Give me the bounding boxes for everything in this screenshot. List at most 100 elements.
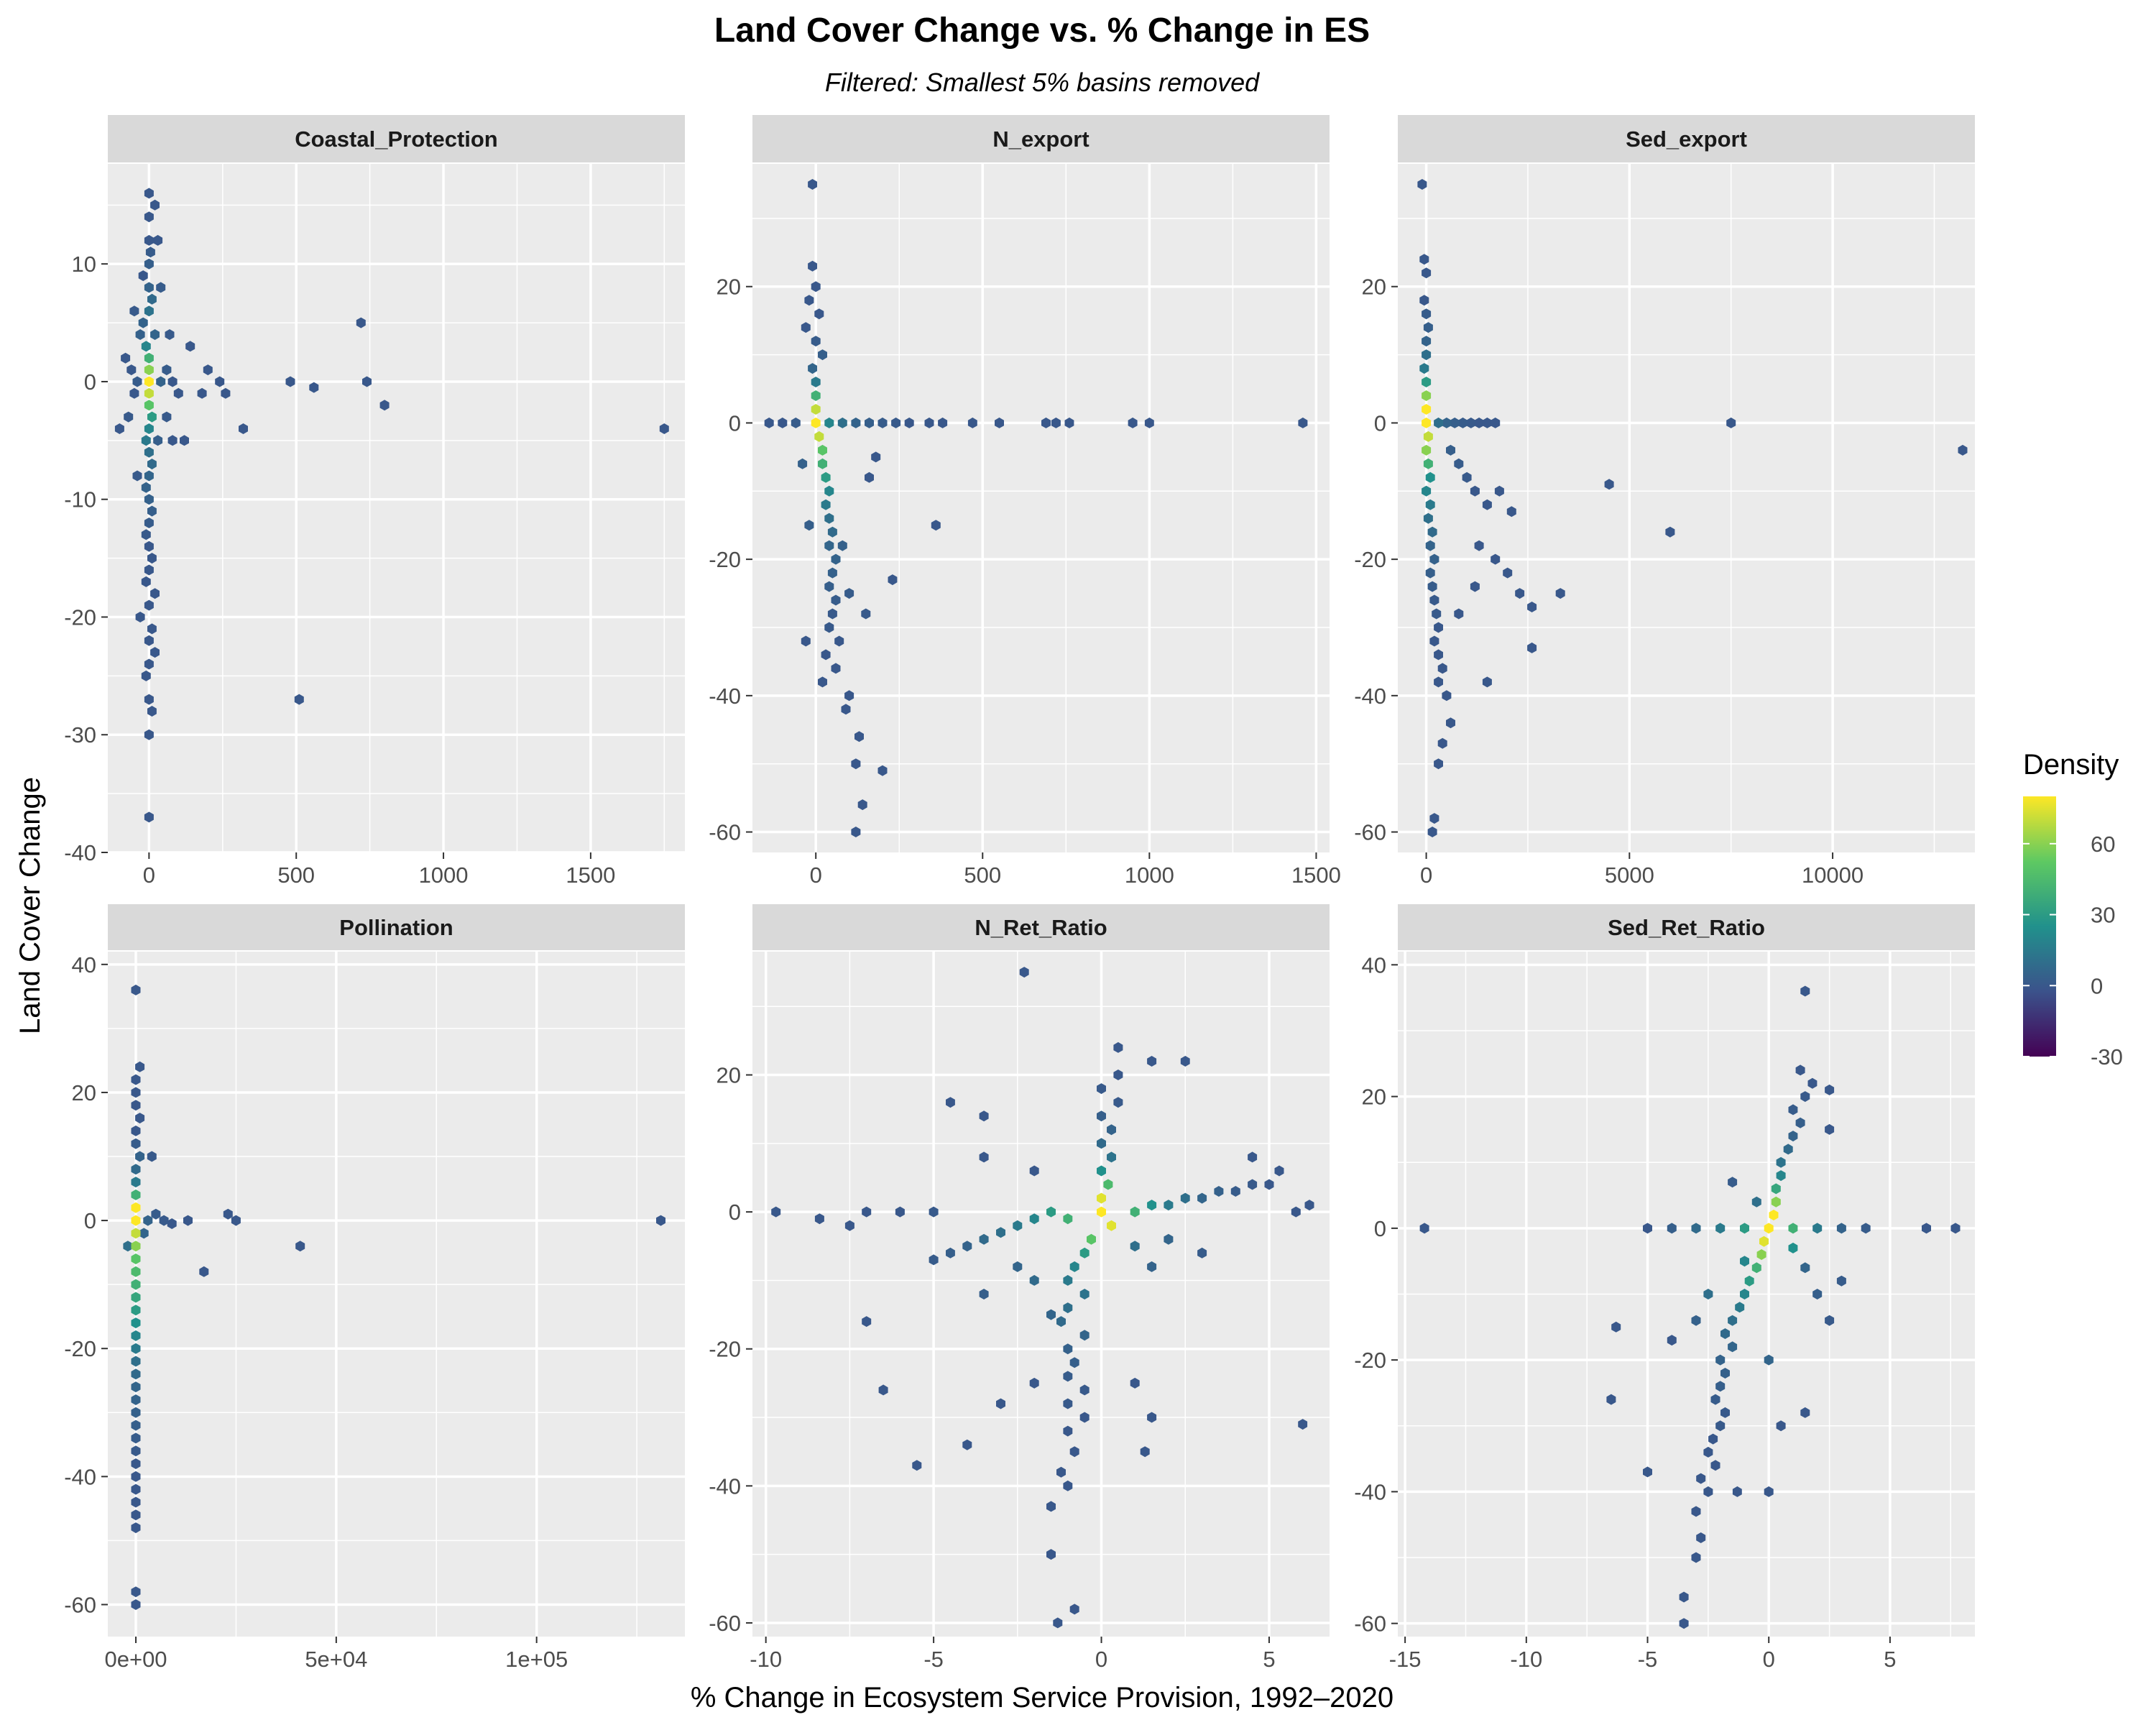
y-tick-label: 40 (72, 952, 96, 978)
hexbin-cell (153, 234, 163, 246)
facet-label: N_Ret_Ratio (975, 915, 1107, 940)
hexbin-cell (1732, 1486, 1742, 1497)
hexbin-cell (791, 417, 801, 428)
hexbin-cell (1691, 1552, 1701, 1563)
hexbin-cell (1728, 1315, 1738, 1326)
facet-panel-n-export: N_export 0 500 1000 1500 20 0 -20 -40 -60 (709, 115, 1341, 888)
hexbin-cell (871, 451, 881, 463)
x-tick-label: 0e+00 (104, 1647, 167, 1672)
hexbin-cell (131, 1266, 141, 1277)
hexbin-cell (1130, 1377, 1140, 1389)
hexbin-cell (1825, 1084, 1835, 1095)
hexbin-cell (1696, 1532, 1706, 1543)
hexbin-cell (131, 1228, 141, 1239)
hexbin-cell (1759, 1236, 1769, 1247)
hexbin-cell (811, 377, 821, 387)
x-tick-label: 5e+04 (305, 1647, 367, 1672)
hexbin-cell (1422, 404, 1432, 415)
hexbin-cell (1703, 1446, 1713, 1458)
hexbin-cell (877, 417, 888, 428)
hexbin-cell (1422, 390, 1432, 401)
hexbin-cell (827, 608, 837, 620)
facet-strip (1398, 115, 1975, 162)
hexbin-cell (1423, 458, 1433, 469)
hexbin-cell (967, 417, 977, 428)
hexbin-cell (1434, 758, 1443, 770)
hexbin-cell (1506, 506, 1516, 518)
hexbin-cell (1097, 1206, 1106, 1218)
hexbin-cell (131, 1343, 141, 1354)
hexbin-cell (929, 1254, 939, 1266)
hexbin-cell (1103, 1179, 1113, 1190)
y-tick-label: -20 (64, 604, 96, 630)
hexbin-cell (144, 258, 154, 270)
hexbin-cell (891, 417, 901, 428)
hexbin-cell (1079, 1412, 1089, 1423)
hexbin-cell (851, 758, 861, 770)
hexbin-cell (135, 1061, 145, 1072)
hexbin-cell (1429, 553, 1439, 565)
hexbin-cell (1527, 602, 1537, 612)
hexbin-cell (131, 1394, 141, 1405)
hexbin-cell (147, 293, 157, 305)
hexbin-cell (1764, 1354, 1774, 1366)
hexbin-cell (1079, 1247, 1089, 1259)
hexbin-cell (1079, 1289, 1089, 1300)
legend-title: Density (2023, 749, 2119, 781)
hexbin-cell (1788, 1104, 1798, 1116)
hexbin-cell (1422, 485, 1432, 497)
hexbin-cell (131, 1279, 141, 1290)
hexbin-cell (1740, 1223, 1749, 1234)
hexbin-cell (123, 1241, 133, 1252)
hexbin-cell (1419, 363, 1429, 374)
hexbin-cell (1069, 1357, 1079, 1368)
hexbin-cell (1046, 1309, 1056, 1320)
hexbin-cell (131, 1330, 141, 1341)
hexbin-cell (144, 811, 154, 823)
hexbin-cell (126, 364, 137, 376)
hexbin-cell (162, 364, 172, 376)
y-tick-label: -30 (64, 722, 96, 748)
hexbin-cell (144, 376, 154, 387)
hexbin-cell (1474, 540, 1484, 551)
hexbin-cell (1147, 1056, 1157, 1067)
x-axis-title: % Change in Ecosystem Service Provision,… (691, 1682, 1393, 1714)
y-tick-label: 20 (1362, 1085, 1386, 1110)
x-tick-label: 1000 (1125, 862, 1174, 888)
chart-title: Land Cover Change vs. % Change in ES (714, 12, 1370, 50)
y-tick-label: -20 (709, 1337, 741, 1362)
hexbin-cell (1494, 485, 1504, 497)
x-tick-label: 0 (810, 862, 822, 888)
facet-panel-coastal-protection: Coastal_Protection 0 500 1000 1500 10 0 -10 -20 -… (64, 115, 685, 888)
hexbin-cell (962, 1241, 972, 1252)
hexbin-cell (995, 417, 1004, 428)
legend-ticks: -30 0 30 60 (2023, 832, 2123, 1070)
hexbin-cell (771, 1206, 781, 1218)
hexbin-cell (231, 1215, 241, 1226)
hexbin-cell (132, 470, 142, 482)
hexbin-cell (1097, 1083, 1106, 1095)
hexbin-cell (1197, 1247, 1207, 1259)
hexbin-cell (946, 1097, 955, 1108)
hexbin-cell (1776, 1420, 1786, 1432)
hexbin-cell (1422, 349, 1432, 361)
hexbin-cell (1454, 608, 1464, 620)
hexbin-cell (811, 281, 821, 293)
hexbin-cell (141, 482, 151, 493)
x-tick-label: 10000 (1802, 862, 1864, 888)
hexbin-cell (1812, 1289, 1823, 1300)
hexbin-cell (1113, 1097, 1123, 1108)
hexbin-cell (801, 635, 811, 647)
hexbin-cell (831, 594, 841, 606)
hexbin-cell (824, 485, 834, 497)
hexbin-cell (309, 382, 319, 393)
hexbin-cell (1437, 737, 1447, 749)
hexbin-cell (1427, 827, 1437, 837)
hexbin-cell (912, 1460, 922, 1471)
hexbin-cell (356, 317, 366, 328)
hexbin-cell (362, 376, 372, 387)
hexbin-cell (144, 282, 154, 293)
hexbin-cell (147, 459, 157, 470)
facet-label: N_export (992, 126, 1089, 152)
hexbin-cell (131, 1407, 141, 1418)
